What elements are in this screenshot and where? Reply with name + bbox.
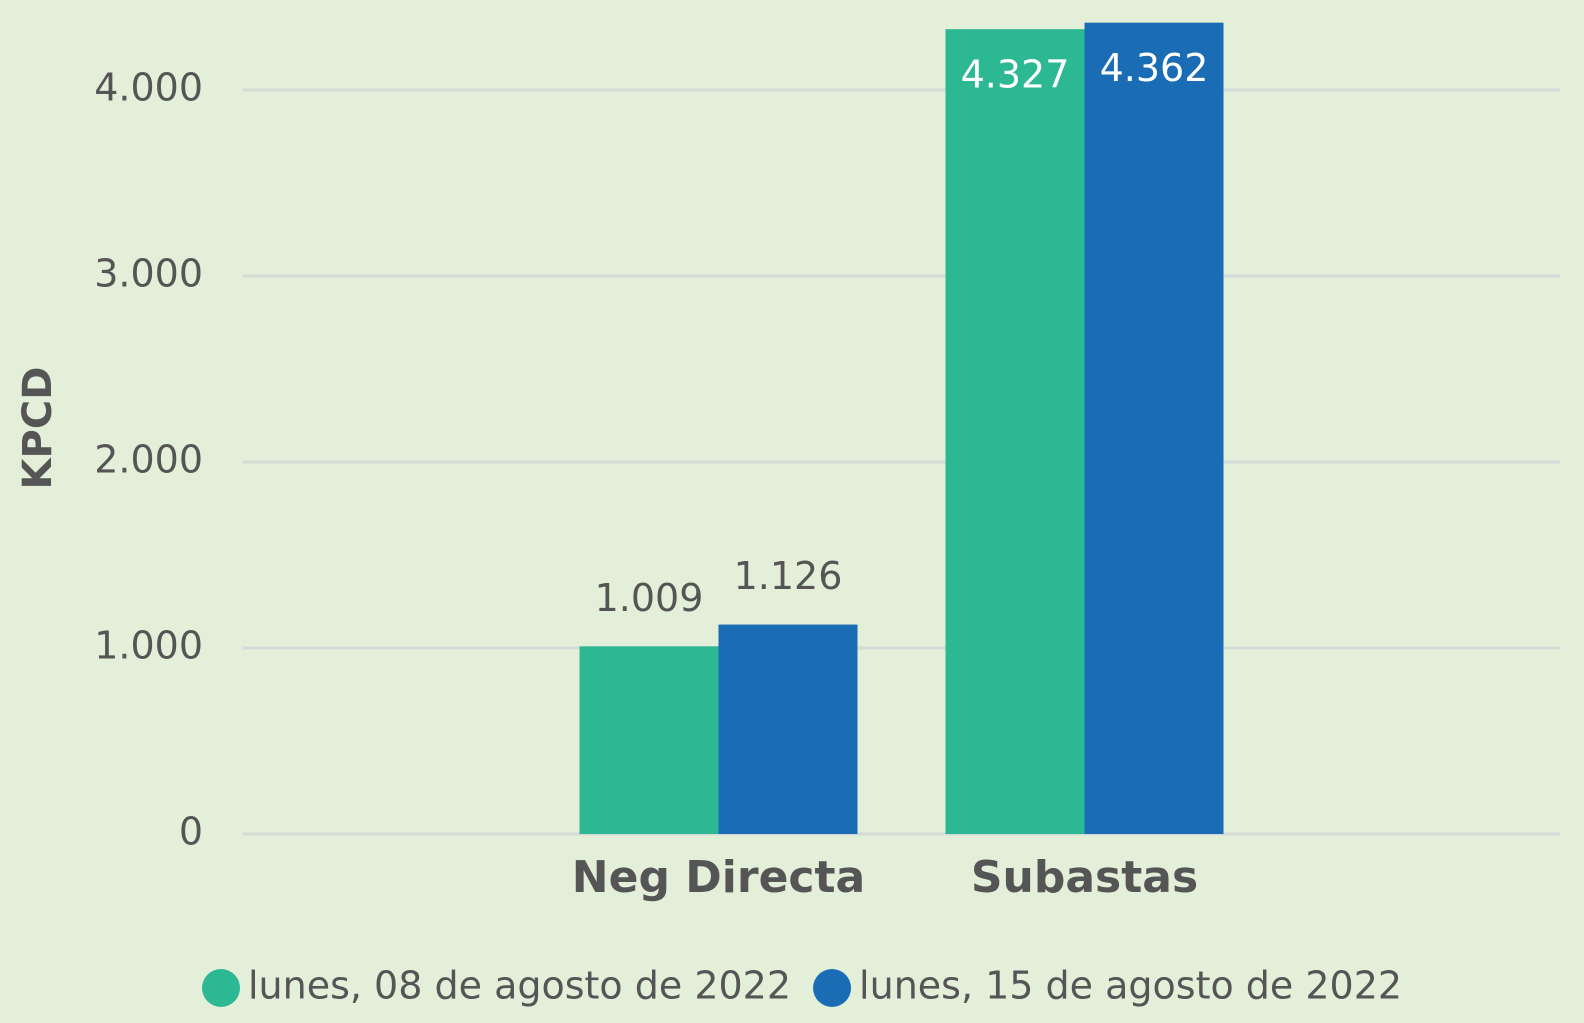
legend-label: lunes, 08 de agosto de 2022 bbox=[248, 964, 791, 1008]
y-tick-label: 1.000 bbox=[94, 624, 203, 668]
y-tick-label: 3.000 bbox=[94, 252, 203, 296]
y-tick-label: 4.000 bbox=[94, 66, 203, 110]
data-label: 1.126 bbox=[734, 554, 843, 598]
legend-marker bbox=[813, 969, 852, 1007]
y-axis-label: KPCD bbox=[15, 367, 61, 490]
legend-marker bbox=[202, 969, 240, 1007]
bar bbox=[945, 29, 1085, 835]
bar bbox=[579, 646, 719, 834]
y-tick-label: 0 bbox=[179, 810, 203, 854]
data-label: 4.327 bbox=[961, 53, 1070, 97]
x-tick-label: Subastas bbox=[971, 852, 1198, 903]
data-label: 4.362 bbox=[1100, 46, 1209, 90]
bar bbox=[1084, 22, 1224, 835]
data-label: 1.009 bbox=[595, 576, 704, 620]
x-tick-label: Neg Directa bbox=[572, 852, 865, 903]
bar bbox=[718, 624, 858, 834]
legend-label: lunes, 15 de agosto de 2022 bbox=[859, 964, 1402, 1008]
y-tick-label: 2.000 bbox=[94, 438, 203, 482]
